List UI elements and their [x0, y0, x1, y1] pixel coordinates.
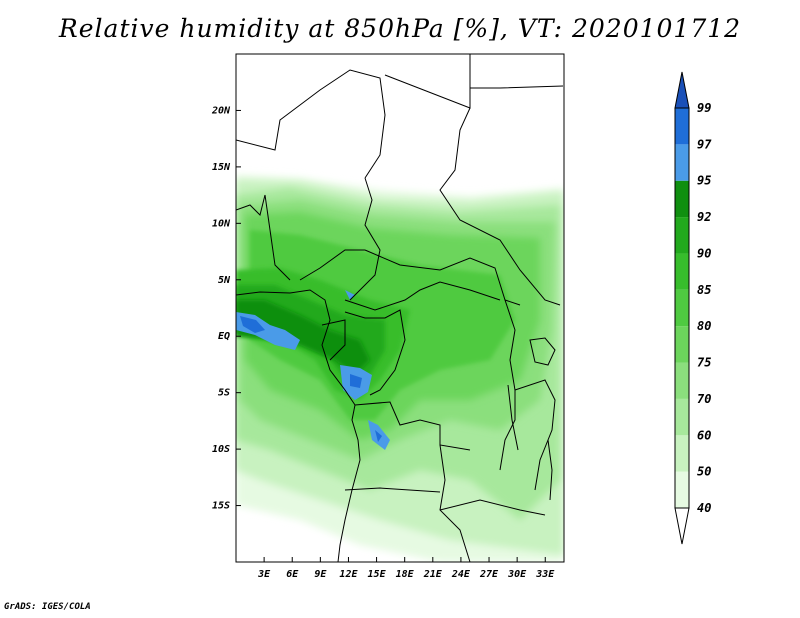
- colorbar-label: 99: [697, 101, 711, 115]
- lake-victoria: [529, 337, 556, 366]
- colorbar-segment: [675, 289, 689, 327]
- border-cameroon: [299, 249, 365, 281]
- colorbar-label: 40: [697, 501, 711, 515]
- border-west-africa: [236, 194, 266, 216]
- border-car-south: [344, 281, 501, 311]
- lake-malawi: [547, 439, 553, 501]
- y-tick-label: 10N: [212, 218, 231, 229]
- plot-frame: [235, 53, 565, 563]
- rh-region-92-95: [236, 300, 370, 375]
- y-tick-label: EQ: [218, 331, 230, 342]
- x-tick-label: 3E: [257, 569, 271, 580]
- colorbar-segment: [675, 362, 689, 399]
- border-sudan-east: [439, 107, 561, 306]
- colorbar-segment: [675, 144, 689, 181]
- border-nigeria: [264, 194, 291, 281]
- humidity-field: [236, 175, 563, 562]
- border-south: [439, 499, 546, 516]
- y-tick-label: 15S: [212, 501, 230, 512]
- colorbar-segment: [675, 180, 689, 218]
- colorbar-label: 75: [697, 356, 711, 370]
- x-axis: 3E 6E 9E 12E 15E 18E 21E 24E 27E 30E 33E: [257, 557, 555, 580]
- border-libya-chad: [236, 69, 386, 179]
- colorbar-label: 50: [697, 465, 711, 479]
- coastline: [236, 289, 361, 562]
- colorbar-legend: 40 50 60 70 75 80 85 90 92 95 97 99: [674, 71, 712, 545]
- rh-region-97-99: [240, 316, 382, 442]
- colorbar-segment: [675, 217, 689, 254]
- country-borders: [236, 54, 564, 562]
- border-namibia: [344, 487, 441, 493]
- colorbar-segment: [675, 471, 689, 508]
- x-tick-label: 30E: [507, 569, 527, 580]
- y-tick-label: 20N: [211, 105, 231, 116]
- colorbar-segment: [675, 108, 689, 145]
- y-tick-label: 5N: [218, 275, 231, 286]
- colorbar-segment: [675, 435, 689, 472]
- y-tick-label: 10S: [212, 444, 230, 455]
- x-tick-label: 18E: [396, 569, 415, 580]
- lake-tanganyika: [507, 384, 519, 451]
- colorbar-label: 97: [697, 137, 712, 151]
- border-gabon: [321, 319, 346, 361]
- colorbar-label: 90: [697, 246, 711, 260]
- x-tick-label: 33E: [535, 569, 555, 580]
- colorbar-label: 80: [697, 319, 711, 333]
- border-egypt-east: [470, 85, 564, 89]
- colorbar-segment: [675, 326, 689, 363]
- colorbar-top-arrow: [674, 71, 690, 109]
- colorbar-segment: [675, 253, 689, 290]
- x-tick-label: 12E: [339, 569, 358, 580]
- y-tick-label: 15N: [212, 162, 231, 173]
- colorbar-label: 95: [697, 174, 711, 188]
- x-tick-label: 27E: [479, 569, 499, 580]
- border-chad-niger: [349, 177, 381, 301]
- colorbar-label: 85: [697, 283, 711, 297]
- y-axis: 20N 15N 10N 5N EQ 5S 10S 15S: [211, 105, 241, 512]
- colorbar-frame: [674, 107, 690, 509]
- colorbar-label: 92: [697, 210, 711, 224]
- x-tick-label: 15E: [368, 569, 387, 580]
- border-tanzania: [514, 379, 556, 491]
- border-egypt-sudan: [384, 54, 471, 109]
- colorbar-label: 60: [697, 428, 711, 442]
- x-tick-label: 21E: [423, 569, 443, 580]
- rh-region-95-97: [236, 290, 390, 450]
- grads-credit: GrADS: IGES/COLA: [4, 602, 91, 612]
- y-tick-label: 5S: [218, 388, 230, 399]
- map-title: Relative humidity at 850hPa [%], VT: 202…: [58, 14, 742, 43]
- x-tick-label: 24E: [451, 569, 471, 580]
- x-tick-label: 9E: [314, 569, 327, 580]
- border-congo: [344, 309, 406, 396]
- colorbar-segment: [675, 398, 689, 436]
- colorbar-label: 70: [697, 392, 711, 406]
- colorbar-bottom-arrow: [674, 507, 690, 545]
- x-tick-label: 6E: [286, 569, 299, 580]
